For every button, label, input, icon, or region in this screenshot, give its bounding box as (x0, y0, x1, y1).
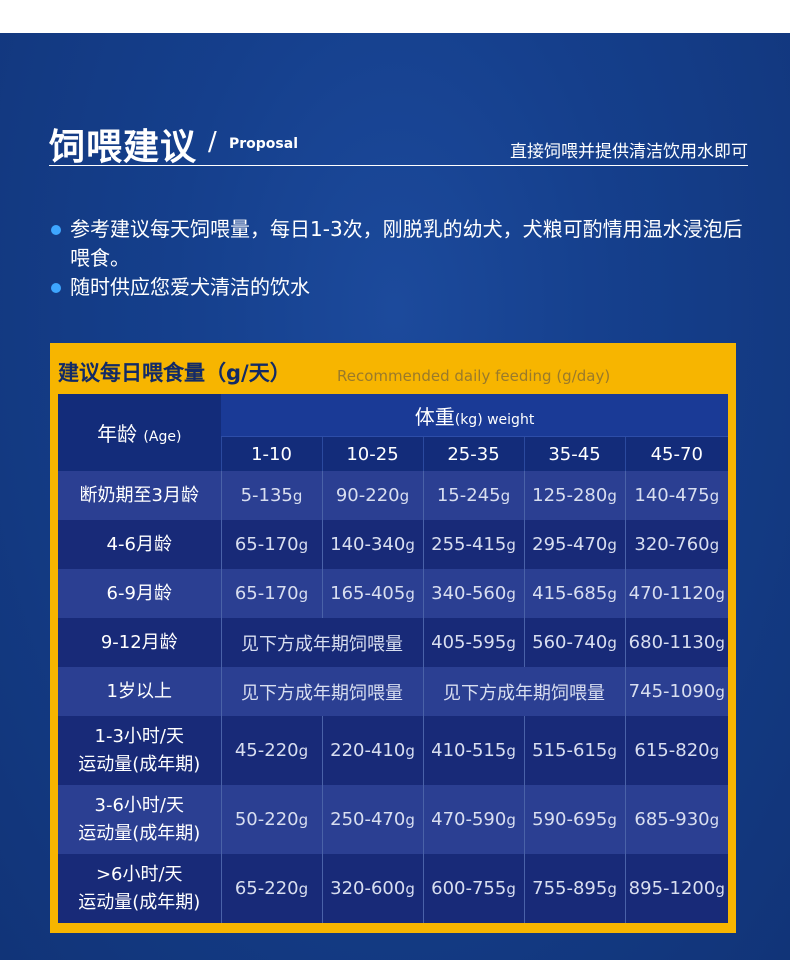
value-cell: 515-615g (523, 716, 625, 785)
value-cell: 590-695g (523, 785, 625, 854)
weight-range-header: 1-10 (220, 436, 322, 471)
value-cell: 470-590g (422, 785, 524, 854)
merged-cell: 见下方成年期饲喂量 (220, 618, 423, 667)
panel-subtitle: Recommended daily feeding (g/day) (337, 367, 611, 385)
age-cell: 4-6月龄 (58, 520, 221, 569)
value-cell: 165-405g (321, 569, 423, 618)
weight-range-header: 45-70 (624, 436, 729, 471)
value-cell: 755-895g (523, 854, 625, 923)
page-title-english: Proposal (229, 136, 299, 152)
value-cell: 320-600g (321, 854, 423, 923)
weight-range-header: 35-45 (523, 436, 625, 471)
page-title: 饲喂建议 (49, 127, 198, 168)
table-row: 3-6小时/天 运动量(成年期) 50-220g 250-470g 470-590… (58, 785, 729, 854)
table-row: >6小时/天 运动量(成年期) 65-220g 320-600g 600-755g… (58, 854, 729, 923)
value-cell: 320-760g (624, 520, 729, 569)
value-cell: 140-475g (624, 471, 729, 520)
advice-list: 参考建议每天饲喂量，每日1-3次，刚脱乳的幼犬，犬粮可酌情用温水浸泡后喂食。 随… (50, 215, 750, 302)
table-row: 1岁以上 见下方成年期饲喂量 见下方成年期饲喂量 745-1090g (58, 667, 729, 716)
merged-cell: 见下方成年期饲喂量 (422, 667, 625, 716)
value-cell: 90-220g (321, 471, 423, 520)
advice-item: 参考建议每天饲喂量，每日1-3次，刚脱乳的幼犬，犬粮可酌情用温水浸泡后喂食。 (50, 215, 750, 273)
title-separator: / (208, 127, 217, 157)
merged-cell: 见下方成年期饲喂量 (220, 667, 423, 716)
value-cell: 405-595g (422, 618, 524, 667)
value-cell: 680-1130g (624, 618, 729, 667)
value-cell: 50-220g (220, 785, 322, 854)
panel-title: 建议每日喂食量（g/天） (58, 361, 291, 385)
value-cell: 125-280g (523, 471, 625, 520)
value-cell: 45-220g (220, 716, 322, 785)
weight-range-header: 10-25 (321, 436, 423, 471)
value-cell: 250-470g (321, 785, 423, 854)
table-row: 4-6月龄 65-170g 140-340g 255-415g 295-470g… (58, 520, 729, 569)
value-cell: 745-1090g (624, 667, 729, 716)
value-cell: 255-415g (422, 520, 524, 569)
age-cell: >6小时/天 运动量(成年期) (58, 854, 221, 923)
advice-item: 随时供应您爱犬清洁的饮水 (50, 273, 750, 302)
advice-text: 参考建议每天饲喂量，每日1-3次，刚脱乳的幼犬，犬粮可酌情用温水浸泡后喂食。 (70, 217, 743, 270)
value-cell: 600-755g (422, 854, 524, 923)
header-divider (49, 165, 748, 166)
feeding-panel: 建议每日喂食量（g/天） Recommended daily feeding (… (50, 343, 736, 933)
bullet-dot-icon (51, 225, 61, 235)
value-cell: 615-820g (624, 716, 729, 785)
table-row: 6-9月龄 65-170g 165-405g 340-560g 415-685g… (58, 569, 729, 618)
value-cell: 65-220g (220, 854, 322, 923)
table-row: 9-12月龄 见下方成年期饲喂量 405-595g 560-740g 680-1… (58, 618, 729, 667)
value-cell: 15-245g (422, 471, 524, 520)
value-cell: 415-685g (523, 569, 625, 618)
value-cell: 895-1200g (624, 854, 729, 923)
value-cell: 295-470g (523, 520, 625, 569)
bullet-dot-icon (51, 283, 61, 293)
value-cell: 685-930g (624, 785, 729, 854)
value-cell: 140-340g (321, 520, 423, 569)
age-cell: 1-3小时/天 运动量(成年期) (58, 716, 221, 785)
value-cell: 220-410g (321, 716, 423, 785)
age-cell: 断奶期至3月龄 (58, 471, 221, 520)
age-cell: 9-12月龄 (58, 618, 221, 667)
value-cell: 5-135g (220, 471, 322, 520)
table-row: 断奶期至3月龄 5-135g 90-220g 15-245g 125-280g … (58, 471, 729, 520)
age-cell: 6-9月龄 (58, 569, 221, 618)
header-note: 直接饲喂并提供清洁饮用水即可 (510, 142, 748, 162)
value-cell: 65-170g (220, 520, 322, 569)
weight-column-header: 体重(kg) weight (221, 394, 729, 437)
value-cell: 470-1120g (624, 569, 729, 618)
advice-text: 随时供应您爱犬清洁的饮水 (70, 275, 310, 299)
value-cell: 340-560g (422, 569, 524, 618)
table-row: 1-3小时/天 运动量(成年期) 45-220g 220-410g 410-515… (58, 716, 729, 785)
feeding-table: 年龄 (Age) 体重(kg) weight 1-10 10-25 25-35 … (58, 394, 729, 923)
age-cell: 3-6小时/天 运动量(成年期) (58, 785, 221, 854)
value-cell: 65-170g (220, 569, 322, 618)
weight-range-header: 25-35 (422, 436, 524, 471)
value-cell: 410-515g (422, 716, 524, 785)
age-column-header: 年龄 (Age) (58, 394, 221, 471)
value-cell: 560-740g (523, 618, 625, 667)
age-cell: 1岁以上 (58, 667, 221, 716)
